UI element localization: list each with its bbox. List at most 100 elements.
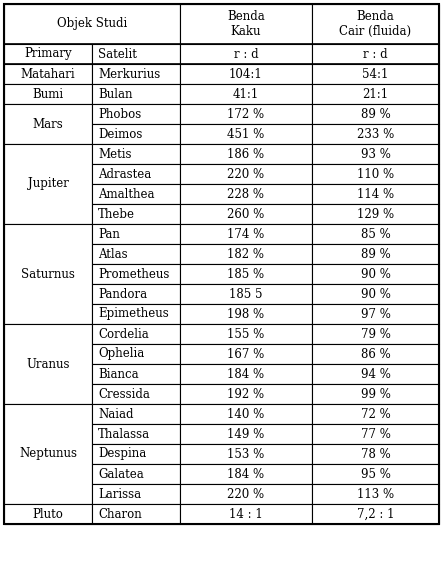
Bar bbox=[92, 84, 180, 104]
Bar bbox=[180, 244, 312, 264]
Bar bbox=[180, 164, 312, 184]
Bar bbox=[92, 224, 180, 244]
Bar bbox=[180, 124, 312, 144]
Text: 104:1: 104:1 bbox=[229, 67, 263, 80]
Bar bbox=[312, 344, 439, 364]
Text: Charon: Charon bbox=[98, 507, 142, 520]
Text: Pandora: Pandora bbox=[98, 288, 147, 301]
Text: 93 %: 93 % bbox=[361, 147, 390, 160]
Bar bbox=[4, 144, 92, 224]
Text: Larissa: Larissa bbox=[98, 488, 141, 501]
Text: 89 %: 89 % bbox=[361, 107, 390, 120]
Bar bbox=[92, 424, 180, 444]
Bar bbox=[180, 144, 312, 164]
Bar bbox=[312, 264, 439, 284]
Text: 153 %: 153 % bbox=[227, 447, 264, 460]
Text: Cressida: Cressida bbox=[98, 388, 150, 401]
Text: 94 %: 94 % bbox=[361, 367, 390, 380]
Text: Pluto: Pluto bbox=[33, 507, 63, 520]
Bar bbox=[312, 204, 439, 224]
Bar bbox=[312, 404, 439, 424]
Text: Despina: Despina bbox=[98, 447, 146, 460]
Bar bbox=[180, 384, 312, 404]
Bar bbox=[312, 324, 439, 344]
Text: r : d: r : d bbox=[234, 47, 258, 60]
Text: Matahari: Matahari bbox=[21, 67, 75, 80]
Text: Bulan: Bulan bbox=[98, 88, 132, 101]
Bar bbox=[92, 124, 180, 144]
Text: 228 %: 228 % bbox=[228, 188, 264, 201]
Bar bbox=[312, 244, 439, 264]
Bar bbox=[312, 44, 439, 64]
Text: 95 %: 95 % bbox=[361, 467, 390, 480]
Bar bbox=[92, 164, 180, 184]
Bar bbox=[312, 464, 439, 484]
Text: 185 %: 185 % bbox=[227, 267, 264, 280]
Text: 21:1: 21:1 bbox=[362, 88, 389, 101]
Bar bbox=[312, 224, 439, 244]
Bar bbox=[4, 44, 92, 64]
Text: 85 %: 85 % bbox=[361, 228, 390, 241]
Bar bbox=[180, 4, 312, 44]
Text: Thebe: Thebe bbox=[98, 207, 135, 220]
Bar bbox=[4, 64, 92, 84]
Text: Uranus: Uranus bbox=[26, 358, 70, 371]
Bar bbox=[312, 64, 439, 84]
Text: Cordelia: Cordelia bbox=[98, 328, 149, 341]
Bar bbox=[180, 84, 312, 104]
Bar bbox=[4, 324, 92, 404]
Bar bbox=[92, 184, 180, 204]
Bar bbox=[180, 224, 312, 244]
Bar bbox=[92, 304, 180, 324]
Text: 41:1: 41:1 bbox=[233, 88, 259, 101]
Text: Benda
Cair (fluida): Benda Cair (fluida) bbox=[339, 10, 412, 38]
Bar bbox=[312, 84, 439, 104]
Bar bbox=[312, 484, 439, 504]
Text: Satelit: Satelit bbox=[98, 47, 137, 60]
Text: 149 %: 149 % bbox=[227, 428, 264, 441]
Text: Prometheus: Prometheus bbox=[98, 267, 169, 280]
Bar bbox=[180, 64, 312, 84]
Bar bbox=[92, 364, 180, 384]
Bar bbox=[180, 464, 312, 484]
Text: 78 %: 78 % bbox=[361, 447, 390, 460]
Bar bbox=[180, 504, 312, 524]
Bar bbox=[92, 284, 180, 304]
Bar bbox=[92, 104, 180, 124]
Bar bbox=[4, 84, 92, 104]
Text: 184 %: 184 % bbox=[227, 367, 264, 380]
Text: 186 %: 186 % bbox=[227, 147, 264, 160]
Bar bbox=[92, 484, 180, 504]
Text: 114 %: 114 % bbox=[357, 188, 394, 201]
Text: Merkurius: Merkurius bbox=[98, 67, 160, 80]
Bar bbox=[4, 504, 92, 524]
Text: Galatea: Galatea bbox=[98, 467, 144, 480]
Text: 220 %: 220 % bbox=[227, 488, 264, 501]
Bar bbox=[312, 424, 439, 444]
Text: 14 : 1: 14 : 1 bbox=[229, 507, 263, 520]
Bar bbox=[4, 224, 92, 324]
Text: 167 %: 167 % bbox=[227, 347, 264, 360]
Bar bbox=[312, 284, 439, 304]
Text: Thalassa: Thalassa bbox=[98, 428, 150, 441]
Bar bbox=[180, 364, 312, 384]
Bar bbox=[92, 504, 180, 524]
Bar bbox=[4, 4, 180, 44]
Bar bbox=[180, 424, 312, 444]
Bar bbox=[180, 264, 312, 284]
Bar bbox=[92, 384, 180, 404]
Bar bbox=[312, 444, 439, 464]
Bar bbox=[92, 144, 180, 164]
Bar bbox=[92, 64, 180, 84]
Text: Deimos: Deimos bbox=[98, 128, 142, 141]
Bar bbox=[312, 144, 439, 164]
Text: r : d: r : d bbox=[363, 47, 388, 60]
Text: 113 %: 113 % bbox=[357, 488, 394, 501]
Text: 97 %: 97 % bbox=[361, 307, 390, 320]
Bar bbox=[312, 164, 439, 184]
Text: 172 %: 172 % bbox=[227, 107, 264, 120]
Bar bbox=[92, 264, 180, 284]
Text: 155 %: 155 % bbox=[227, 328, 264, 341]
Bar bbox=[312, 4, 439, 44]
Text: 77 %: 77 % bbox=[361, 428, 390, 441]
